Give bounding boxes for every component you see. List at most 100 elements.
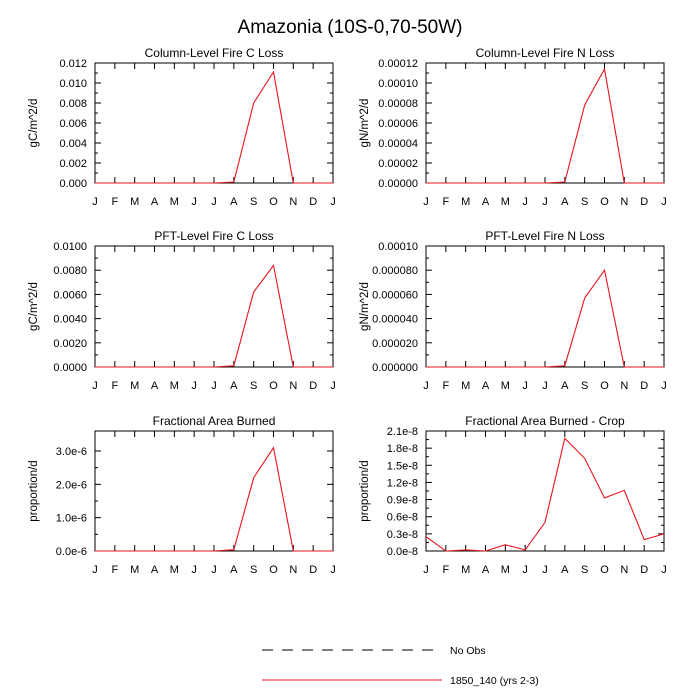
y-tick-label: 0.00010: [378, 241, 418, 253]
plot-frame: [425, 62, 665, 184]
x-tick-label: F: [442, 196, 449, 208]
x-tick-label: S: [250, 196, 257, 208]
x-tick-label: J: [661, 196, 667, 208]
x-tick-label: M: [130, 564, 139, 576]
y-tick-label: 0.000: [59, 178, 87, 190]
y-tick-label: 0.000080: [372, 265, 418, 277]
figure-title: Amazonia (10S-0,70-50W): [238, 17, 463, 38]
x-tick-label: J: [661, 380, 667, 392]
legend-label-no-obs: No Obs: [450, 645, 486, 657]
x-tick-label: J: [211, 564, 217, 576]
x-tick-label: A: [151, 196, 159, 208]
y-axis-label: gC/m^2/d: [28, 282, 40, 331]
x-tick-label: J: [423, 196, 429, 208]
y-tick-label: 0.6e-8: [387, 512, 418, 524]
y-axis-label: proportion/d: [28, 460, 40, 521]
y-tick-label: 0.00008: [378, 98, 418, 110]
y-tick-label: 0.3e-8: [387, 529, 418, 541]
x-tick-label: D: [640, 564, 648, 576]
panel-title: Column-Level Fire C Loss: [145, 46, 284, 60]
y-tick-label: 1.8e-8: [387, 443, 418, 455]
y-tick-label: 0.006: [59, 118, 87, 130]
series-line: [95, 264, 333, 368]
x-tick-label: D: [309, 380, 317, 392]
x-tick-label: J: [330, 564, 336, 576]
y-tick-label: 0.00006: [378, 118, 418, 130]
panel-title: PFT-Level Fire N Loss: [485, 229, 604, 243]
x-tick-label: J: [423, 564, 429, 576]
x-tick-label: J: [423, 380, 429, 392]
y-tick-label: 0.012: [59, 58, 87, 70]
x-tick-label: A: [230, 380, 238, 392]
y-tick-label: 0.0000: [53, 362, 87, 374]
x-tick-label: M: [501, 196, 510, 208]
plot-frame: [94, 430, 334, 552]
x-tick-label: J: [191, 564, 197, 576]
y-tick-label: 0.000060: [372, 289, 418, 301]
x-tick-label: A: [561, 564, 569, 576]
y-tick-label: 1.2e-8: [387, 477, 418, 489]
y-tick-label: 0.008: [59, 98, 87, 110]
y-axis-label: gN/m^2/d: [359, 99, 371, 148]
y-tick-label: 0.00012: [378, 58, 418, 70]
x-tick-label: J: [211, 196, 217, 208]
x-tick-label: F: [111, 380, 118, 392]
x-tick-label: O: [600, 380, 609, 392]
legend-label-model: 1850_140 (yrs 2-3): [450, 675, 539, 687]
plot-frame: [425, 245, 665, 368]
x-tick-label: M: [501, 564, 510, 576]
x-tick-label: N: [289, 564, 297, 576]
x-tick-label: N: [620, 196, 628, 208]
x-tick-label: J: [542, 564, 548, 576]
x-tick-label: J: [92, 196, 98, 208]
x-tick-label: M: [501, 380, 510, 392]
x-tick-label: O: [269, 196, 278, 208]
x-tick-label: J: [191, 380, 197, 392]
panel-title: Column-Level Fire N Loss: [476, 46, 615, 60]
series-line: [426, 67, 664, 184]
x-tick-label: J: [330, 380, 336, 392]
y-tick-label: 0.0080: [53, 265, 87, 277]
series-line: [95, 446, 333, 552]
x-tick-label: M: [461, 196, 470, 208]
y-axis-label: gC/m^2/d: [28, 99, 40, 148]
y-tick-label: 0.010: [59, 78, 87, 90]
series-line: [426, 268, 664, 368]
x-tick-label: S: [250, 380, 257, 392]
x-tick-label: A: [151, 380, 159, 392]
panel-title: Fractional Area Burned - Crop: [465, 414, 625, 428]
y-tick-label: 0.0e-8: [387, 546, 418, 558]
x-tick-label: N: [620, 380, 628, 392]
plot-frame: [94, 62, 334, 184]
y-axis-label: gN/m^2/d: [359, 282, 371, 331]
panel-title: PFT-Level Fire C Loss: [154, 229, 273, 243]
y-tick-label: 0.004: [59, 138, 87, 150]
x-tick-label: D: [640, 380, 648, 392]
y-tick-label: 2.1e-8: [387, 426, 418, 438]
x-tick-label: A: [482, 564, 490, 576]
y-tick-label: 0.00010: [378, 78, 418, 90]
y-tick-label: 0.9e-8: [387, 495, 418, 507]
x-tick-label: N: [289, 196, 297, 208]
x-tick-label: J: [542, 196, 548, 208]
y-tick-label: 3.0e-6: [56, 446, 87, 458]
series-line: [95, 70, 333, 184]
y-tick-label: 0.00002: [378, 158, 418, 170]
plot-frame: [94, 245, 334, 368]
x-tick-label: A: [482, 196, 490, 208]
x-tick-label: A: [151, 564, 159, 576]
y-tick-label: 1.5e-8: [387, 460, 418, 472]
x-tick-label: J: [92, 380, 98, 392]
x-tick-label: M: [170, 380, 179, 392]
x-tick-label: S: [581, 380, 588, 392]
x-tick-label: N: [289, 380, 297, 392]
x-tick-label: M: [170, 196, 179, 208]
plot-frame: [425, 430, 665, 552]
x-tick-label: J: [522, 380, 528, 392]
x-tick-label: D: [309, 564, 317, 576]
y-tick-label: 0.00000: [378, 178, 418, 190]
x-tick-label: D: [640, 196, 648, 208]
